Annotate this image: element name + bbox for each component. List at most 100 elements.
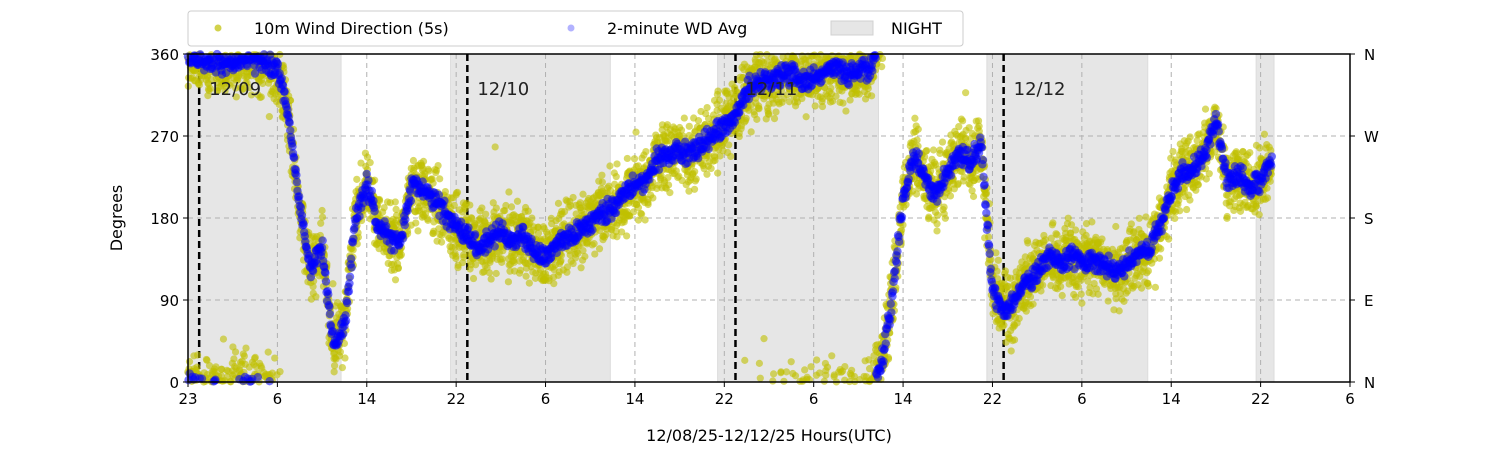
wind-5s-point [1193,137,1201,145]
wind-5s-point [309,282,317,291]
wind-5s-point [336,348,345,356]
wind-5s-point [579,246,587,255]
wind-5s-point [341,354,349,362]
wind-5s-point [554,199,563,207]
wind-5s-point [380,204,388,212]
wind-5s-point [769,377,777,385]
wind-5s-point [716,152,724,160]
wind-5s-point [1077,290,1085,298]
wind-5s-point [563,263,571,271]
wind-5s-point [1175,196,1183,205]
wind-5s-point [813,356,821,364]
wind-5s-point [665,181,673,189]
wind-5s-point [353,175,361,183]
wind-5s-point [685,122,693,130]
wind-5s-point [1084,277,1092,285]
wind-5s-point [595,245,604,253]
wind-5s-point [637,210,646,218]
wind-5s-point [1004,282,1012,290]
wind-5s-point [598,178,606,186]
wind-5s-point [591,250,599,258]
wind-5s-point [466,201,474,209]
wind-5s-point [598,171,606,179]
wind-5s-point [864,84,872,93]
wind-5s-point [534,229,543,237]
wind-5s-point [492,204,500,212]
wind-5s-point [783,91,791,99]
wind-5s-point [522,272,530,280]
wind-5s-point [925,213,933,221]
wind-5s-point [692,175,700,183]
wind-5s-point [634,204,643,212]
wind-5s-point [703,170,711,178]
wind-5s-point [1088,218,1096,226]
wind-5s-point [412,219,420,227]
wind-5s-point [203,356,211,364]
wind-5s-point [649,194,657,202]
wind-5s-point [392,205,400,213]
wind-5s-point [867,92,876,100]
wind-5s-point [842,107,850,115]
wind-5s-point [1127,220,1135,228]
wind-5s-point [436,175,444,183]
wind-5s-point [491,143,499,151]
wind-5s-point [960,173,968,181]
wind-5s-point [185,358,194,366]
wind-5s-point [1094,290,1102,298]
wind-5s-point [1072,293,1080,301]
wind-5s-point [802,113,810,121]
wind-5s-point [1165,235,1173,243]
wind-5s-point [1115,307,1123,315]
wind-5s-point [927,167,935,175]
wind-5s-point [1155,254,1164,262]
wind-5s-point [1205,170,1213,178]
wind-5s-point [1183,205,1191,214]
wind-5s-point [962,89,970,97]
wind-5s-point [563,268,571,276]
wind-5s-point [1015,314,1023,323]
wind-5s-point [929,146,938,154]
wind-5s-point [921,153,929,161]
wind-5s-point [1022,307,1030,315]
wind-5s-point [329,280,337,288]
wind-5s-point [1064,214,1072,222]
wind-5s-point [974,117,983,125]
wind-5s-point [1092,285,1101,293]
wind-2min-avg-point [197,374,207,383]
wind-5s-point [1057,282,1065,291]
wind-5s-point [827,84,835,92]
wind-5s-point [1144,267,1152,275]
wind-5s-point [1202,175,1210,183]
wind-5s-point [941,214,949,222]
wind-5s-point [206,85,214,93]
wind-5s-point [1263,184,1271,192]
wind-5s-point [1144,282,1153,290]
wind-5s-point [1112,222,1120,231]
wind-5s-point [777,368,785,376]
wind-5s-point [769,370,778,378]
wind-5s-point [841,362,849,371]
wind-5s-point [1067,221,1076,229]
wind-5s-point [612,173,620,181]
wind-5s-point [489,199,497,207]
wind-5s-point [902,201,910,209]
wind-5s-point [846,96,854,104]
wind-5s-point [534,223,542,231]
wind-5s-point [409,156,418,165]
wind-5s-point [1201,105,1210,113]
wind-5s-point [816,369,824,377]
wind-5s-point [735,132,743,141]
wind-5s-point [644,200,652,209]
wind-5s-point [231,348,240,356]
wind-5s-point [612,227,620,236]
wind-5s-point [623,154,631,163]
wind-5s-point [1194,181,1203,189]
wind-5s-point [1072,226,1080,234]
wind-5s-point [753,115,761,123]
wind-5s-point [581,252,589,261]
wind-5s-point [441,187,449,196]
wind-5s-point [1246,148,1254,157]
wind-5s-point [487,275,495,283]
wind-5s-point [613,233,621,241]
wind-5s-point [472,261,480,269]
